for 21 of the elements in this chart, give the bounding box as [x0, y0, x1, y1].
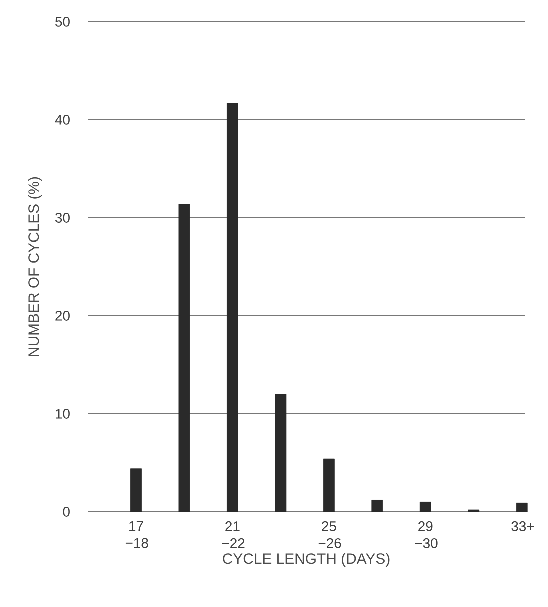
bar [516, 502, 528, 512]
x-tick-label: 33+ [512, 522, 534, 532]
y-tick-label: 30 [55, 213, 70, 223]
bar [178, 204, 190, 512]
y-tick-label: 0 [63, 507, 70, 517]
y-tick-label: 20 [56, 311, 70, 321]
y-tick-label: 50 [56, 17, 70, 27]
y-tick-label: 40 [55, 115, 70, 125]
bar [372, 500, 384, 512]
x-tick-label: 21 −22 [222, 522, 245, 548]
x-tick-label: 29 −30 [415, 522, 438, 548]
bar [130, 468, 142, 512]
x-tick-label: 25 −26 [318, 522, 342, 548]
y-tick-label: 10 [56, 409, 70, 419]
x-axis-title: CYCLE LENGTH (DAYS) [223, 553, 390, 568]
x-tick-label: 17 −18 [126, 522, 148, 548]
bar [420, 502, 432, 512]
bar [323, 458, 335, 512]
y-axis-title: NUMBER OF CYCLES (%) [28, 177, 42, 356]
bar [275, 394, 287, 512]
bar [227, 103, 238, 512]
